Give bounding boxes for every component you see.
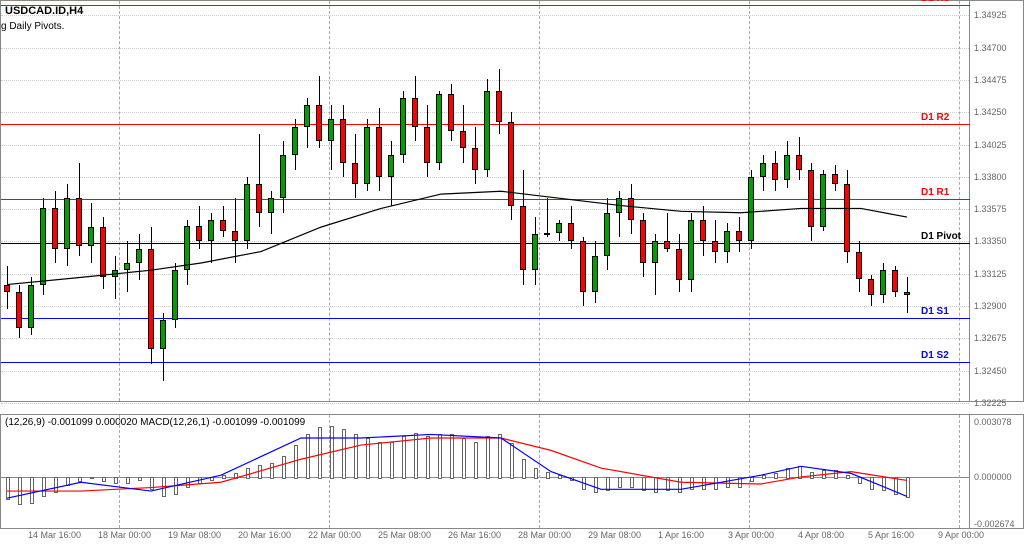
x-tick-label: 19 Mar 08:00 xyxy=(168,530,221,540)
x-tick-label: 20 Mar 16:00 xyxy=(238,530,291,540)
x-tick-label: 3 Apr 00:00 xyxy=(728,530,774,540)
x-tick-label: 29 Mar 08:00 xyxy=(588,530,641,540)
x-tick-label: 5 Apr 16:00 xyxy=(868,530,914,540)
x-axis: 201914 Mar 16:0018 Mar 00:0019 Mar 08:00… xyxy=(0,530,970,544)
macd-lines xyxy=(1,415,971,530)
x-tick-label: 9 Apr 00:00 xyxy=(938,530,984,540)
x-tick-label: 14 Mar 16:00 xyxy=(28,530,81,540)
x-tick-label: 22 Mar 00:00 xyxy=(308,530,361,540)
macd-y-axis: -0.0026740.0000000.003078 xyxy=(970,414,1024,529)
x-tick-label: 25 Mar 08:00 xyxy=(378,530,431,540)
x-tick-label: 26 Mar 16:00 xyxy=(448,530,501,540)
macd-panel[interactable]: (12,26,9) -0.001099 0.000020 MACD(12,26,… xyxy=(0,414,970,529)
price-y-axis: 1.322251.324501.326751.329001.331251.333… xyxy=(970,0,1024,402)
price-chart[interactable]: USDCAD.ID,H4 g Daily Pivots. D1 R3D1 R2D… xyxy=(0,0,970,402)
ma-line xyxy=(1,1,971,403)
x-tick-label: 4 Apr 08:00 xyxy=(798,530,844,540)
x-tick-label: 18 Mar 00:00 xyxy=(98,530,151,540)
x-tick-label: 1 Apr 16:00 xyxy=(658,530,704,540)
x-tick-label: 28 Mar 00:00 xyxy=(518,530,571,540)
